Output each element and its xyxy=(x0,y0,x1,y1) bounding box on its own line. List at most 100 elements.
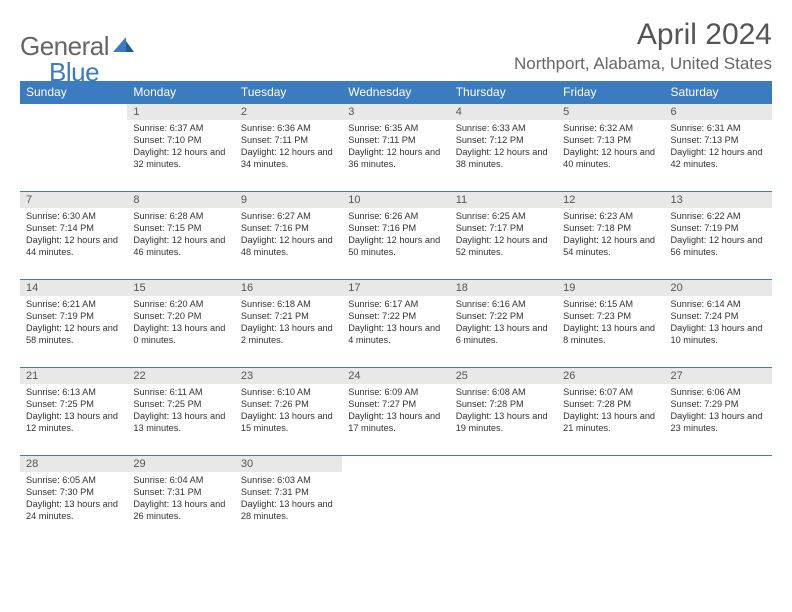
day-number: 18 xyxy=(450,280,557,296)
day-details: Sunrise: 6:32 AMSunset: 7:13 PMDaylight:… xyxy=(557,120,664,173)
day-number: 9 xyxy=(235,192,342,208)
day-details: Sunrise: 6:33 AMSunset: 7:12 PMDaylight:… xyxy=(450,120,557,173)
calendar-day-cell: 12Sunrise: 6:23 AMSunset: 7:18 PMDayligh… xyxy=(557,192,664,280)
day-number: 28 xyxy=(20,456,127,472)
day-number: 19 xyxy=(557,280,664,296)
day-details: Sunrise: 6:17 AMSunset: 7:22 PMDaylight:… xyxy=(342,296,449,349)
day-details: Sunrise: 6:21 AMSunset: 7:19 PMDaylight:… xyxy=(20,296,127,349)
day-details: Sunrise: 6:27 AMSunset: 7:16 PMDaylight:… xyxy=(235,208,342,261)
calendar-day-cell: 17Sunrise: 6:17 AMSunset: 7:22 PMDayligh… xyxy=(342,280,449,368)
title-block: April 2024 Northport, Alabama, United St… xyxy=(514,18,772,74)
day-header: Monday xyxy=(127,81,234,104)
day-details: Sunrise: 6:16 AMSunset: 7:22 PMDaylight:… xyxy=(450,296,557,349)
day-number: 26 xyxy=(557,368,664,384)
day-details: Sunrise: 6:20 AMSunset: 7:20 PMDaylight:… xyxy=(127,296,234,349)
calendar-day-cell: 11Sunrise: 6:25 AMSunset: 7:17 PMDayligh… xyxy=(450,192,557,280)
calendar-day-cell: 1Sunrise: 6:37 AMSunset: 7:10 PMDaylight… xyxy=(127,104,234,192)
calendar-day-cell: 4Sunrise: 6:33 AMSunset: 7:12 PMDaylight… xyxy=(450,104,557,192)
day-details: Sunrise: 6:23 AMSunset: 7:18 PMDaylight:… xyxy=(557,208,664,261)
calendar-day-cell: 16Sunrise: 6:18 AMSunset: 7:21 PMDayligh… xyxy=(235,280,342,368)
calendar-day-cell: 26Sunrise: 6:07 AMSunset: 7:28 PMDayligh… xyxy=(557,368,664,456)
calendar-day-cell: 14Sunrise: 6:21 AMSunset: 7:19 PMDayligh… xyxy=(20,280,127,368)
calendar-day-cell: 25Sunrise: 6:08 AMSunset: 7:28 PMDayligh… xyxy=(450,368,557,456)
day-number: 15 xyxy=(127,280,234,296)
calendar-day-cell: 29Sunrise: 6:04 AMSunset: 7:31 PMDayligh… xyxy=(127,456,234,544)
calendar-day-cell: 22Sunrise: 6:11 AMSunset: 7:25 PMDayligh… xyxy=(127,368,234,456)
calendar-day-cell xyxy=(665,456,772,544)
day-number: 1 xyxy=(127,104,234,120)
day-number: 3 xyxy=(342,104,449,120)
calendar-week-row: 28Sunrise: 6:05 AMSunset: 7:30 PMDayligh… xyxy=(20,456,772,544)
calendar-day-cell xyxy=(20,104,127,192)
calendar-day-cell: 6Sunrise: 6:31 AMSunset: 7:13 PMDaylight… xyxy=(665,104,772,192)
day-details: Sunrise: 6:18 AMSunset: 7:21 PMDaylight:… xyxy=(235,296,342,349)
logo: General Blue xyxy=(20,18,99,75)
day-number: 20 xyxy=(665,280,772,296)
page-title: April 2024 xyxy=(514,18,772,52)
day-number: 14 xyxy=(20,280,127,296)
day-number: 22 xyxy=(127,368,234,384)
day-header: Thursday xyxy=(450,81,557,104)
calendar-day-cell: 15Sunrise: 6:20 AMSunset: 7:20 PMDayligh… xyxy=(127,280,234,368)
day-number: 17 xyxy=(342,280,449,296)
day-details: Sunrise: 6:10 AMSunset: 7:26 PMDaylight:… xyxy=(235,384,342,437)
calendar-header-row: SundayMondayTuesdayWednesdayThursdayFrid… xyxy=(20,81,772,104)
header: General Blue April 2024 Northport, Alaba… xyxy=(20,18,772,75)
day-number: 24 xyxy=(342,368,449,384)
day-number: 25 xyxy=(450,368,557,384)
day-number: 10 xyxy=(342,192,449,208)
day-number: 13 xyxy=(665,192,772,208)
calendar-table: SundayMondayTuesdayWednesdayThursdayFrid… xyxy=(20,81,772,544)
calendar-day-cell: 13Sunrise: 6:22 AMSunset: 7:19 PMDayligh… xyxy=(665,192,772,280)
calendar-day-cell: 5Sunrise: 6:32 AMSunset: 7:13 PMDaylight… xyxy=(557,104,664,192)
day-details: Sunrise: 6:15 AMSunset: 7:23 PMDaylight:… xyxy=(557,296,664,349)
day-number: 12 xyxy=(557,192,664,208)
calendar-week-row: 14Sunrise: 6:21 AMSunset: 7:19 PMDayligh… xyxy=(20,280,772,368)
day-number: 7 xyxy=(20,192,127,208)
calendar-day-cell: 19Sunrise: 6:15 AMSunset: 7:23 PMDayligh… xyxy=(557,280,664,368)
day-number: 29 xyxy=(127,456,234,472)
day-number: 21 xyxy=(20,368,127,384)
calendar-day-cell: 30Sunrise: 6:03 AMSunset: 7:31 PMDayligh… xyxy=(235,456,342,544)
day-header: Wednesday xyxy=(342,81,449,104)
day-header: Saturday xyxy=(665,81,772,104)
day-number: 2 xyxy=(235,104,342,120)
logo-text-blue: Blue xyxy=(49,57,99,88)
day-details: Sunrise: 6:30 AMSunset: 7:14 PMDaylight:… xyxy=(20,208,127,261)
day-details: Sunrise: 6:11 AMSunset: 7:25 PMDaylight:… xyxy=(127,384,234,437)
day-number: 16 xyxy=(235,280,342,296)
day-number: 5 xyxy=(557,104,664,120)
calendar-body: 1Sunrise: 6:37 AMSunset: 7:10 PMDaylight… xyxy=(20,104,772,544)
calendar-day-cell: 23Sunrise: 6:10 AMSunset: 7:26 PMDayligh… xyxy=(235,368,342,456)
day-details: Sunrise: 6:36 AMSunset: 7:11 PMDaylight:… xyxy=(235,120,342,173)
calendar-day-cell xyxy=(342,456,449,544)
calendar-day-cell: 2Sunrise: 6:36 AMSunset: 7:11 PMDaylight… xyxy=(235,104,342,192)
day-number: 4 xyxy=(450,104,557,120)
calendar-day-cell: 24Sunrise: 6:09 AMSunset: 7:27 PMDayligh… xyxy=(342,368,449,456)
day-number: 23 xyxy=(235,368,342,384)
day-details: Sunrise: 6:37 AMSunset: 7:10 PMDaylight:… xyxy=(127,120,234,173)
day-details: Sunrise: 6:07 AMSunset: 7:28 PMDaylight:… xyxy=(557,384,664,437)
day-details: Sunrise: 6:26 AMSunset: 7:16 PMDaylight:… xyxy=(342,208,449,261)
location-text: Northport, Alabama, United States xyxy=(514,54,772,74)
calendar-day-cell: 28Sunrise: 6:05 AMSunset: 7:30 PMDayligh… xyxy=(20,456,127,544)
calendar-day-cell: 20Sunrise: 6:14 AMSunset: 7:24 PMDayligh… xyxy=(665,280,772,368)
calendar-week-row: 1Sunrise: 6:37 AMSunset: 7:10 PMDaylight… xyxy=(20,104,772,192)
calendar-day-cell: 21Sunrise: 6:13 AMSunset: 7:25 PMDayligh… xyxy=(20,368,127,456)
calendar-day-cell: 10Sunrise: 6:26 AMSunset: 7:16 PMDayligh… xyxy=(342,192,449,280)
calendar-day-cell xyxy=(557,456,664,544)
calendar-day-cell xyxy=(450,456,557,544)
calendar-day-cell: 27Sunrise: 6:06 AMSunset: 7:29 PMDayligh… xyxy=(665,368,772,456)
day-details: Sunrise: 6:28 AMSunset: 7:15 PMDaylight:… xyxy=(127,208,234,261)
calendar-day-cell: 7Sunrise: 6:30 AMSunset: 7:14 PMDaylight… xyxy=(20,192,127,280)
day-details: Sunrise: 6:09 AMSunset: 7:27 PMDaylight:… xyxy=(342,384,449,437)
calendar-day-cell: 3Sunrise: 6:35 AMSunset: 7:11 PMDaylight… xyxy=(342,104,449,192)
day-number: 6 xyxy=(665,104,772,120)
day-number: 30 xyxy=(235,456,342,472)
calendar-day-cell: 18Sunrise: 6:16 AMSunset: 7:22 PMDayligh… xyxy=(450,280,557,368)
day-details: Sunrise: 6:35 AMSunset: 7:11 PMDaylight:… xyxy=(342,120,449,173)
day-details: Sunrise: 6:04 AMSunset: 7:31 PMDaylight:… xyxy=(127,472,234,525)
day-number: 11 xyxy=(450,192,557,208)
day-header: Friday xyxy=(557,81,664,104)
day-details: Sunrise: 6:31 AMSunset: 7:13 PMDaylight:… xyxy=(665,120,772,173)
